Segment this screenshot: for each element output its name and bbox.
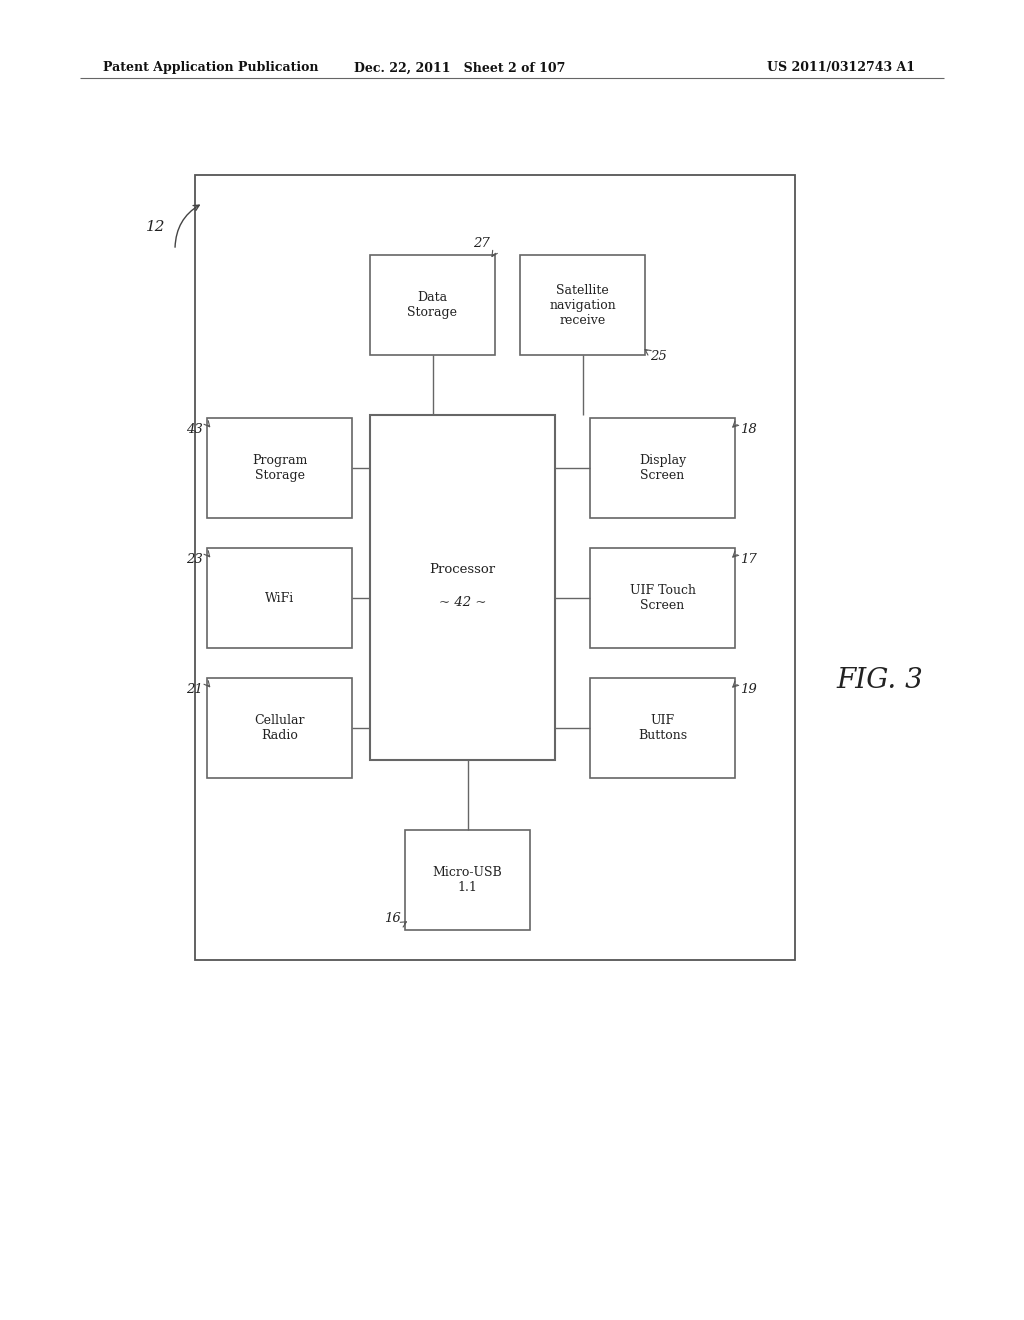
Text: Satellite
navigation
receive: Satellite navigation receive xyxy=(549,284,615,326)
Text: Program
Storage: Program Storage xyxy=(252,454,307,482)
Bar xyxy=(370,414,555,760)
Bar xyxy=(406,830,530,931)
Text: Micro-USB
1.1: Micro-USB 1.1 xyxy=(432,866,503,894)
Text: 21: 21 xyxy=(186,682,203,696)
Text: 27: 27 xyxy=(473,238,490,249)
Text: Data
Storage: Data Storage xyxy=(408,290,458,319)
Text: 17: 17 xyxy=(740,553,757,566)
Text: 18: 18 xyxy=(740,422,757,436)
Text: 25: 25 xyxy=(650,350,667,363)
Text: UIF
Buttons: UIF Buttons xyxy=(638,714,687,742)
Bar xyxy=(207,678,352,777)
Bar xyxy=(370,255,495,355)
Text: 16: 16 xyxy=(384,912,401,925)
Text: Cellular
Radio: Cellular Radio xyxy=(254,714,305,742)
Text: Processor: Processor xyxy=(429,564,496,576)
Text: Patent Application Publication: Patent Application Publication xyxy=(103,62,318,74)
Bar xyxy=(520,255,645,355)
Bar xyxy=(207,418,352,517)
Text: FIG. 3: FIG. 3 xyxy=(837,667,924,693)
Text: US 2011/0312743 A1: US 2011/0312743 A1 xyxy=(767,62,915,74)
Text: Dec. 22, 2011   Sheet 2 of 107: Dec. 22, 2011 Sheet 2 of 107 xyxy=(354,62,565,74)
Text: 12: 12 xyxy=(145,220,165,234)
Text: 19: 19 xyxy=(740,682,757,696)
Bar xyxy=(195,176,795,960)
Text: ~ 42 ~: ~ 42 ~ xyxy=(438,597,486,609)
Bar xyxy=(590,678,735,777)
Bar xyxy=(207,548,352,648)
Bar xyxy=(590,548,735,648)
Text: 23: 23 xyxy=(186,553,203,566)
Bar xyxy=(590,418,735,517)
Text: 43: 43 xyxy=(186,422,203,436)
Text: WiFi: WiFi xyxy=(265,591,294,605)
Text: Display
Screen: Display Screen xyxy=(639,454,686,482)
Text: UIF Touch
Screen: UIF Touch Screen xyxy=(630,583,695,612)
